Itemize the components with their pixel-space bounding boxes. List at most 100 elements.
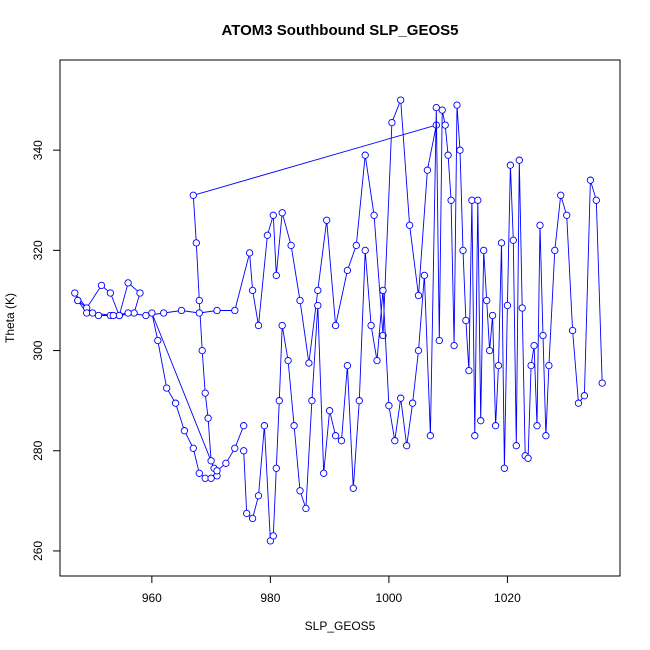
x-axis-label: SLP_GEOS5	[305, 619, 376, 633]
data-point	[441, 121, 449, 129]
data-point	[240, 447, 248, 455]
data-point	[248, 286, 257, 295]
data-point	[370, 211, 378, 219]
data-point	[106, 289, 115, 297]
data-point	[305, 359, 313, 367]
data-point	[438, 106, 446, 114]
data-point	[397, 394, 405, 402]
data-point	[450, 341, 458, 350]
data-point	[488, 311, 497, 320]
x-tick-label: 980	[260, 591, 280, 605]
data-point	[136, 289, 144, 297]
data-point	[423, 166, 432, 174]
data-point	[245, 249, 254, 257]
data-point	[551, 246, 559, 255]
data-point	[325, 407, 334, 415]
y-tick-label: 260	[31, 541, 45, 561]
data-point	[414, 346, 423, 355]
data-point	[290, 422, 298, 430]
data-point	[530, 341, 538, 350]
data-point	[314, 301, 322, 310]
data-point	[260, 422, 269, 430]
data-point	[243, 509, 251, 518]
data-point	[491, 422, 500, 430]
data-point	[477, 417, 485, 425]
series-1	[240, 101, 606, 545]
data-point	[222, 459, 230, 467]
data-point	[465, 366, 473, 375]
data-point	[471, 432, 479, 440]
data-point	[503, 301, 512, 310]
chart-title: ATOM3 Southbound SLP_GEOS5	[222, 22, 459, 39]
data-point	[278, 209, 286, 217]
data-point	[296, 296, 304, 305]
data-point	[83, 309, 91, 317]
data-point	[515, 156, 523, 164]
data-point	[94, 311, 103, 320]
data-point	[201, 474, 209, 482]
y-tick-label: 340	[31, 140, 45, 160]
data-point	[231, 306, 239, 315]
data-point	[74, 296, 82, 305]
data-point	[388, 118, 396, 127]
data-point	[320, 469, 328, 477]
data-point	[124, 309, 132, 317]
data-point	[403, 442, 411, 450]
data-point	[207, 457, 215, 465]
y-axis: 260 280 300 320 340	[31, 140, 61, 561]
data-point	[314, 286, 322, 295]
data-point	[385, 402, 393, 410]
data-point	[124, 279, 132, 287]
data-point	[533, 422, 541, 430]
data-point	[109, 311, 117, 320]
data-point	[148, 309, 156, 317]
x-axis: 960 980 1000 1020	[142, 575, 521, 605]
data-point	[302, 504, 310, 513]
data-point	[248, 514, 257, 523]
data-point	[287, 241, 295, 250]
data-point	[177, 306, 186, 315]
data-point	[263, 231, 272, 239]
data-point	[435, 336, 443, 345]
x-tick-label: 960	[142, 591, 162, 605]
data-point	[539, 331, 547, 340]
data-point	[518, 304, 526, 312]
data-point	[189, 444, 197, 452]
data-point	[269, 211, 277, 219]
data-point	[323, 216, 331, 224]
data-point	[213, 306, 221, 315]
data-point	[343, 266, 352, 275]
data-point	[160, 309, 168, 317]
data-point	[240, 422, 248, 430]
data-point	[254, 492, 263, 500]
data-point	[574, 399, 583, 407]
y-axis-label: Theta (K)	[3, 293, 17, 343]
data-point	[453, 101, 461, 109]
data-point	[352, 241, 360, 250]
data-point	[447, 196, 455, 204]
data-point	[397, 96, 405, 104]
data-point	[189, 191, 197, 199]
data-point	[468, 196, 476, 204]
data-point	[180, 427, 189, 435]
x-tick-label: 1000	[376, 591, 403, 605]
data-point	[512, 442, 520, 450]
data-point	[88, 309, 97, 317]
data-point	[269, 532, 277, 540]
data-point	[201, 389, 209, 397]
data-point	[308, 397, 316, 405]
data-point	[414, 291, 423, 300]
data-point	[192, 239, 200, 247]
data-point	[494, 361, 503, 370]
data-point	[459, 246, 467, 255]
data-point	[568, 326, 577, 335]
data-point	[509, 236, 517, 244]
data-point	[204, 414, 212, 422]
data-point	[545, 361, 553, 370]
data-point	[379, 331, 387, 340]
data-point	[391, 437, 399, 445]
data-point	[284, 356, 292, 365]
data-point	[355, 397, 363, 405]
data-point	[278, 321, 286, 330]
